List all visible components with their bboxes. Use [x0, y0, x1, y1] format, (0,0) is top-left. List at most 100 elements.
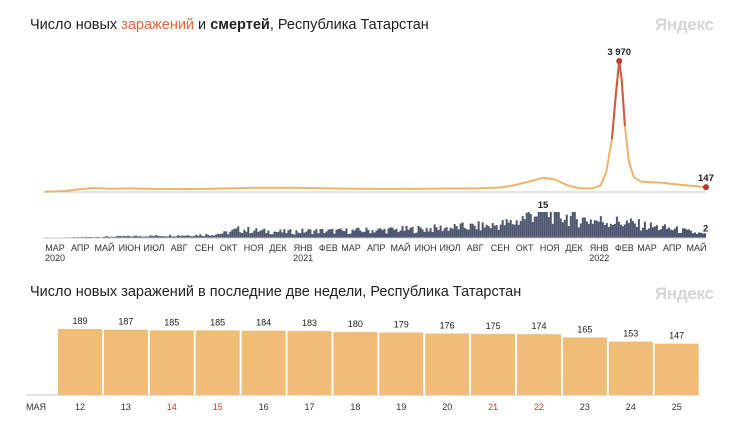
deaths-bar — [621, 226, 624, 238]
deaths-bar — [443, 228, 446, 238]
bar-value-label: 183 — [302, 318, 317, 328]
deaths-bar — [387, 228, 390, 238]
deaths-bar — [541, 212, 544, 238]
deaths-bar — [295, 230, 298, 238]
infections-last-dot — [703, 184, 709, 191]
deaths-bar — [327, 229, 330, 238]
infections-peak-dot — [616, 58, 623, 64]
deaths-bar — [533, 216, 536, 238]
deaths-bar — [219, 234, 222, 238]
bar-value-label: 180 — [348, 319, 363, 329]
deaths-bar — [329, 229, 332, 238]
deaths-bar — [157, 235, 160, 238]
deaths-bar — [375, 230, 378, 238]
deaths-bar — [333, 233, 336, 238]
bar-value-label: 179 — [394, 320, 409, 330]
bar — [241, 330, 286, 395]
deaths-bar — [225, 231, 228, 238]
deaths-bar — [485, 224, 488, 238]
deaths-bar — [413, 233, 416, 238]
deaths-bar — [129, 236, 132, 238]
bar-value-label: 185 — [164, 317, 179, 327]
deaths-bar — [313, 230, 316, 238]
deaths-bar — [199, 234, 202, 238]
deaths-bar — [249, 233, 252, 238]
deaths-bar — [427, 231, 430, 238]
deaths-bar — [305, 231, 308, 238]
deaths-bar — [555, 212, 558, 238]
deaths-bar — [381, 230, 384, 238]
deaths-bar — [377, 228, 380, 238]
bar-value-label: 175 — [486, 321, 501, 331]
bar-value-label: 184 — [256, 318, 271, 328]
deaths-bar — [537, 212, 540, 238]
deaths-bar — [149, 235, 152, 238]
deaths-bar — [359, 230, 362, 238]
deaths-bar — [349, 233, 352, 238]
deaths-bar — [669, 229, 672, 238]
deaths-bar — [441, 231, 444, 238]
deaths-bar — [133, 235, 136, 238]
deaths-bar — [433, 224, 436, 238]
deaths-bar — [317, 233, 320, 238]
x-tick-label: СЕН — [491, 243, 510, 253]
deaths-bar — [325, 231, 328, 238]
deaths-bar — [211, 235, 214, 238]
deaths-bar — [253, 230, 256, 238]
deaths-bar — [437, 230, 440, 238]
deaths-bar — [221, 233, 224, 238]
deaths-bar — [445, 227, 448, 238]
deaths-bar — [251, 232, 254, 238]
deaths-bar — [509, 220, 512, 238]
deaths-bar — [343, 231, 346, 238]
deaths-bar — [263, 228, 266, 238]
chart-title-two-weeks: Число новых заражений в последние две не… — [30, 284, 522, 300]
deaths-bar — [691, 233, 694, 238]
deaths-bar — [641, 227, 644, 238]
deaths-bar — [109, 236, 112, 238]
deaths-bar — [151, 235, 154, 238]
deaths-bar — [281, 232, 284, 238]
deaths-bar — [523, 219, 526, 238]
deaths-bar — [363, 231, 366, 238]
deaths-bar — [649, 222, 652, 238]
deaths-bar — [89, 236, 92, 238]
deaths-bar — [677, 233, 680, 238]
bar-category-label: 15 — [213, 402, 223, 412]
deaths-bar — [633, 223, 636, 238]
deaths-bar — [395, 228, 398, 238]
deaths-bar — [423, 231, 426, 238]
bar-value-label: 189 — [72, 316, 87, 326]
deaths-bar — [337, 229, 340, 238]
deaths-bar — [207, 234, 210, 238]
x-tick-label: ОКТ — [516, 243, 534, 253]
deaths-bar — [619, 224, 622, 238]
deaths-bar — [551, 223, 554, 238]
deaths-bar — [675, 226, 678, 238]
deaths-bar — [293, 234, 296, 238]
deaths-bar — [297, 232, 300, 238]
deaths-bar — [665, 228, 668, 238]
deaths-bar — [585, 221, 588, 238]
deaths-bar — [321, 229, 324, 238]
year-label: 2022 — [589, 253, 609, 263]
bar-category-label: 16 — [259, 402, 269, 412]
bar-category-label: 19 — [396, 402, 406, 412]
deaths-bar — [233, 228, 236, 238]
deaths-bar — [683, 228, 686, 238]
deaths-bar — [271, 234, 274, 238]
deaths-bar — [471, 223, 474, 238]
infections-peak-label: 3 970 — [607, 47, 631, 58]
deaths-bar — [607, 227, 610, 238]
title-prefix: Число новых — [30, 17, 122, 33]
deaths-bar — [229, 231, 232, 238]
deaths-bar — [519, 221, 522, 238]
deaths-bar — [217, 233, 220, 238]
deaths-bar — [469, 223, 472, 238]
deaths-bar — [163, 236, 166, 238]
deaths-bar — [353, 230, 356, 238]
deaths-bar — [419, 227, 422, 238]
deaths-bar — [685, 229, 688, 238]
deaths-bar — [197, 235, 200, 238]
x-tick-label: ИЮН — [119, 243, 141, 253]
